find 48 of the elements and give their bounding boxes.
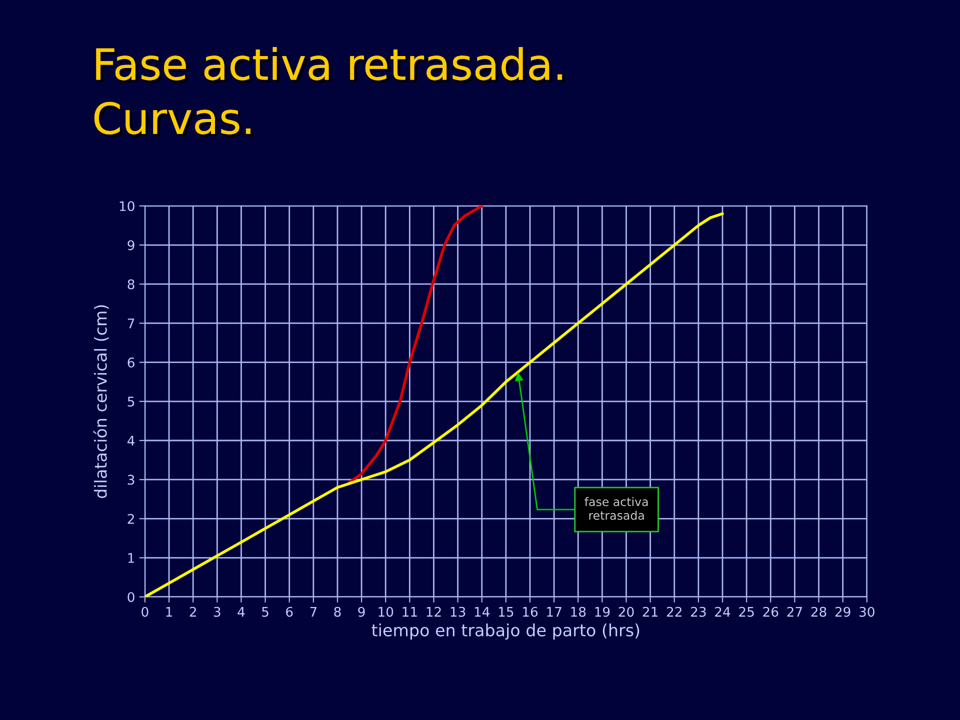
y-tick-label: 10 — [120, 201, 134, 212]
x-tick-label: 15 — [498, 607, 514, 617]
line-series — [348, 206, 484, 484]
y-tick-label: 4 — [127, 436, 134, 446]
x-tick-label: 24 — [715, 606, 730, 617]
y-tick-label: 0 — [128, 592, 134, 602]
x-tick-label: 11 — [402, 607, 417, 617]
x-tick-label: 6 — [286, 606, 293, 617]
x-tick-label: 21 — [642, 606, 658, 617]
x-tick-label: 13 — [450, 606, 466, 617]
x-tick-label: 26 — [763, 606, 778, 617]
x-tick-label: 10 — [378, 606, 394, 617]
x-tick-label: 17 — [547, 607, 562, 617]
x-tick-label: 28 — [811, 606, 826, 617]
chart-title: Fase activa retrasada. Curvas. — [94, 47, 565, 138]
x-tick-label: 29 — [835, 606, 850, 617]
x-tick-label: 9 — [358, 606, 365, 617]
x-tick-label: 18 — [571, 606, 586, 617]
x-tick-label: 1 — [166, 607, 172, 617]
x-tick-label: 27 — [787, 606, 802, 617]
y-tick-label: 2 — [128, 514, 134, 524]
x-axis-title: tiempo en trabajo de parto (hrs) — [372, 624, 640, 640]
x-tick-label: 16 — [523, 606, 538, 617]
x-tick-label: 23 — [691, 606, 706, 617]
x-tick-label: 12 — [426, 606, 441, 617]
y-tick-label: 7 — [128, 318, 134, 328]
y-tick-label: 9 — [128, 240, 134, 250]
y-axis-title: dilatación cervical (cm) — [93, 305, 109, 498]
x-tick-label: 3 — [214, 606, 220, 617]
x-tick-label: 7 — [310, 607, 316, 617]
x-tick-label: 8 — [334, 606, 341, 617]
annotation: fase activa retrasada — [584, 497, 648, 520]
x-tick-label: 4 — [238, 607, 245, 617]
y-tick-label: 1 — [128, 553, 134, 563]
y-tick-label: 3 — [128, 474, 134, 485]
x-tick-label: 2 — [190, 606, 196, 617]
x-tick-label: 19 — [595, 606, 610, 617]
x-tick-label: 5 — [262, 607, 268, 617]
y-tick-label: 8 — [128, 279, 134, 290]
x-tick-label: 25 — [739, 606, 754, 617]
x-tick-label: 30 — [859, 606, 874, 617]
x-tick-label: 0 — [142, 606, 148, 617]
x-tick-label: 20 — [618, 606, 634, 617]
y-tick-label: 5 — [128, 396, 134, 407]
line-series — [144, 212, 724, 597]
x-tick-label: 14 — [474, 607, 490, 617]
x-tick-label: 22 — [666, 606, 682, 617]
y-tick-label: 6 — [128, 358, 134, 368]
